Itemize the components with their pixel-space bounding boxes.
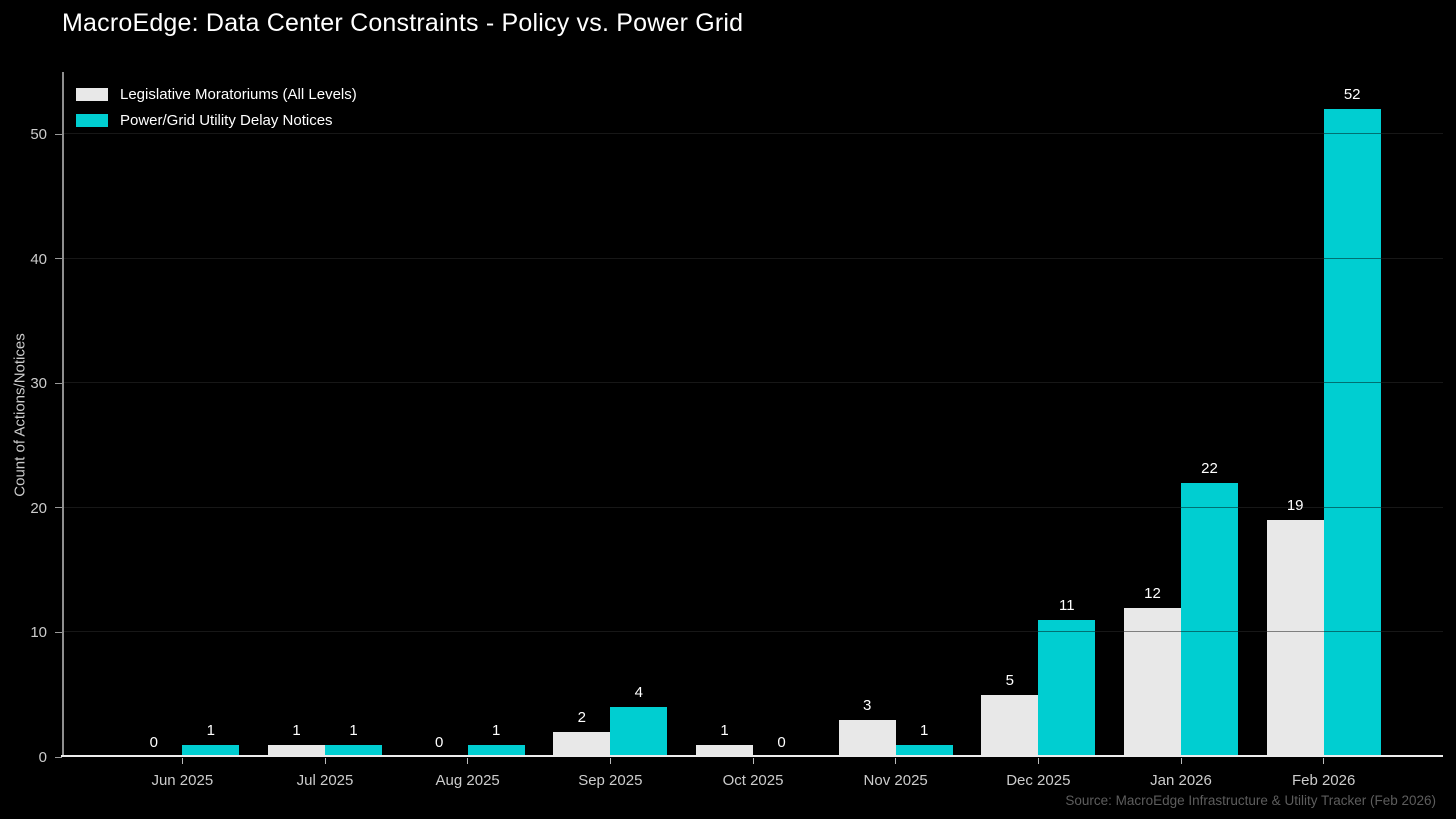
bar-value-label: 3 <box>862 696 872 714</box>
x-tick-label: Sep 2025 <box>578 772 643 789</box>
bar-value-label: 11 <box>1059 597 1075 614</box>
bar-value-label: 22 <box>1201 460 1218 477</box>
x-axis-spine <box>61 755 1443 757</box>
gridline <box>63 257 1443 259</box>
bar-moratoriums <box>1124 607 1181 757</box>
y-tick-label: 50 <box>30 126 47 144</box>
bar-value-label: 52 <box>1343 86 1361 104</box>
bar-moratoriums <box>696 744 753 757</box>
bar-moratoriums <box>981 694 1039 757</box>
legend: Legislative Moratoriums (All Levels) Pow… <box>76 86 357 129</box>
y-tick-mark <box>55 507 62 509</box>
gridline-overlay <box>63 631 1443 633</box>
y-axis-label: Count of Actions/Notices <box>11 332 29 497</box>
x-tick-mark <box>1180 758 1182 764</box>
legend-label: Power/Grid Utility Delay Notices <box>120 112 333 129</box>
legend-swatch-gray <box>76 88 108 101</box>
bar-delay-notices <box>325 744 382 757</box>
x-tick-mark <box>467 758 469 764</box>
y-tick-label: 10 <box>30 624 47 642</box>
bar-value-label: 1 <box>491 721 501 739</box>
bar-value-label: 0 <box>149 734 158 751</box>
x-tick-mark <box>1037 758 1039 764</box>
bar-delay-notices <box>895 744 953 757</box>
x-tick-label: Jun 2025 <box>151 772 214 789</box>
plot-area: Count of Actions/Notices Legislative Mor… <box>12 72 1443 789</box>
bar-moratoriums <box>1266 520 1324 757</box>
bar-value-label: 0 <box>434 734 444 751</box>
chart-title: MacroEdge: Data Center Constraints - Pol… <box>62 9 744 37</box>
bar-delay-notices <box>1038 620 1096 757</box>
gridline <box>63 506 1443 508</box>
x-tick-mark <box>181 758 183 764</box>
legend-swatch-cyan <box>76 114 108 127</box>
x-tick-label: Dec 2025 <box>1006 772 1071 789</box>
y-tick-mark <box>55 756 62 758</box>
y-tick-label: 20 <box>30 499 47 517</box>
bar-value-label: 1 <box>720 721 729 739</box>
bar-value-label: 4 <box>634 684 643 702</box>
bar-moratoriums <box>268 744 325 757</box>
y-tick-label: 40 <box>30 250 47 268</box>
x-tick-label: Oct 2025 <box>722 772 784 789</box>
y-tick-label: 0 <box>38 749 47 766</box>
y-tick-label: 30 <box>30 375 47 393</box>
y-tick-mark <box>55 258 62 260</box>
bar-value-label: 19 <box>1286 497 1304 515</box>
x-tick-mark <box>752 758 754 764</box>
bar-delay-notices <box>610 707 668 757</box>
bar-delay-notices <box>182 744 240 757</box>
x-tick-mark <box>895 758 897 764</box>
bar-delay-notices <box>1323 109 1381 757</box>
y-axis-spine <box>62 72 64 757</box>
bar-value-label: 12 <box>1144 584 1161 602</box>
source-note: Source: MacroEdge Infrastructure & Utili… <box>1065 793 1436 808</box>
bar-value-label: 1 <box>349 721 358 739</box>
x-tick-mark <box>609 758 611 764</box>
gridline-overlay <box>63 133 1443 135</box>
bar-value-label: 2 <box>577 709 586 727</box>
bar-moratoriums <box>553 732 611 757</box>
x-tick-label: Feb 2026 <box>1291 772 1356 789</box>
bar-value-label: 1 <box>206 721 215 739</box>
legend-item-delay-notices: Power/Grid Utility Delay Notices <box>76 112 357 129</box>
bar-value-label: 1 <box>292 721 301 739</box>
bar-value-label: 5 <box>1005 671 1014 689</box>
y-tick-mark <box>55 382 62 384</box>
x-tick-label: Nov 2025 <box>863 772 928 789</box>
x-tick-mark <box>324 758 326 764</box>
x-tick-label: Jan 2026 <box>1150 772 1212 789</box>
legend-item-moratoriums: Legislative Moratoriums (All Levels) <box>76 86 357 103</box>
x-tick-label: Aug 2025 <box>435 772 500 789</box>
gridline-overlay <box>63 257 1443 259</box>
gridline-overlay <box>63 506 1443 508</box>
gridline <box>63 382 1443 384</box>
bar-value-label: 0 <box>777 734 786 751</box>
bar-value-label: 1 <box>919 721 929 739</box>
x-tick-mark <box>1323 758 1325 764</box>
bar-delay-notices <box>467 744 525 757</box>
y-tick-mark <box>55 631 62 633</box>
bar-delay-notices <box>1181 483 1238 757</box>
gridline <box>63 631 1443 633</box>
x-tick-label: Jul 2025 <box>296 772 354 789</box>
bar-moratoriums <box>838 719 896 757</box>
gridline <box>63 133 1443 135</box>
y-tick-mark <box>55 133 62 135</box>
legend-label: Legislative Moratoriums (All Levels) <box>120 86 357 103</box>
gridline-overlay <box>63 382 1443 384</box>
